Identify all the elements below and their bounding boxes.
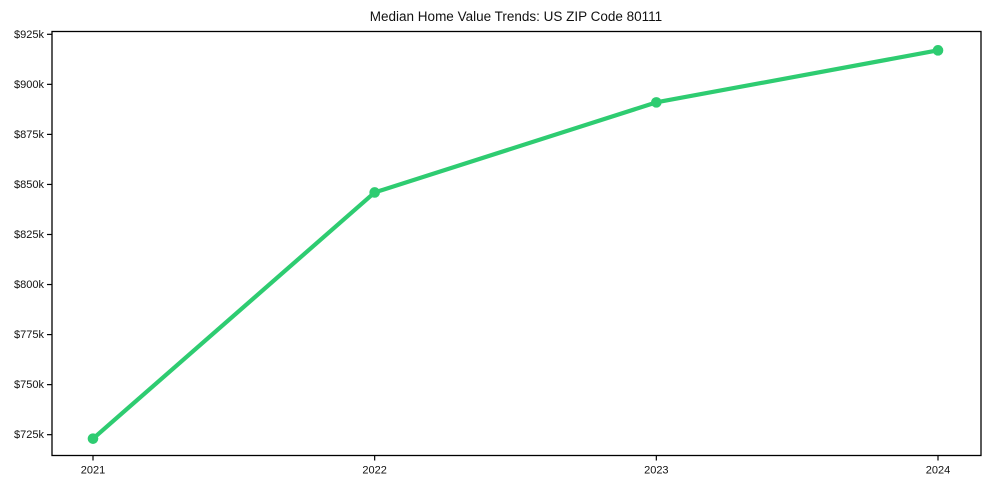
y-tick-label: $925k bbox=[14, 29, 44, 41]
y-tick-label: $850k bbox=[14, 179, 44, 191]
x-tick-label: 2021 bbox=[81, 465, 105, 477]
data-point-marker bbox=[651, 97, 662, 108]
x-tick-label: 2022 bbox=[362, 465, 386, 477]
y-tick-label: $750k bbox=[14, 379, 44, 391]
data-point-marker bbox=[932, 45, 944, 56]
data-point-marker bbox=[369, 187, 380, 198]
x-tick-label: 2024 bbox=[926, 465, 950, 477]
y-tick-label: $800k bbox=[14, 279, 44, 291]
trend-line bbox=[90, 48, 941, 441]
y-tick-label: $900k bbox=[14, 79, 44, 91]
y-tick-label: $725k bbox=[14, 429, 44, 441]
y-tick-label: $775k bbox=[14, 329, 44, 341]
chart-title: Median Home Value Trends: US ZIP Code 80… bbox=[370, 9, 662, 24]
y-tick-label: $875k bbox=[14, 129, 44, 141]
data-point-marker bbox=[87, 433, 99, 444]
plot-border bbox=[51, 30, 982, 457]
y-tick-label: $825k bbox=[14, 229, 44, 241]
x-tick-label: 2023 bbox=[644, 465, 668, 477]
plot-area: $925k $900k $875k $850k $825k $800k $775k $750k… bbox=[14, 29, 982, 477]
